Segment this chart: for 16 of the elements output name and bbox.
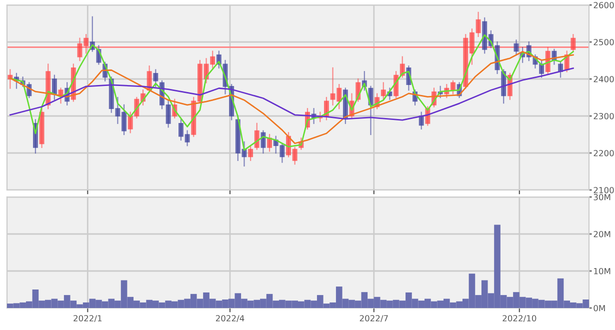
y-tick-label: 2400 [594,76,614,82]
x-tick-label: 2022/4 [216,315,244,322]
y-tick-label: 20M [594,230,610,238]
y-tick-label: 2600 [594,2,614,8]
y-tick-label: 10M [594,268,610,274]
y-tick-label: 0M [594,304,605,312]
x-tick-label: 2022/1 [74,315,102,322]
x-tick-label: 2022/7 [360,315,388,322]
line-series [9,50,574,144]
y-tick-label: 2100 [594,186,614,194]
line-series [9,68,574,121]
y-tick-label: 2200 [594,150,614,156]
y-tick-label: 2300 [594,112,614,120]
x-tick-label: 2022/10 [502,315,536,322]
y-tick-label: 30M [594,194,610,200]
y-tick-label: 2500 [594,38,614,46]
